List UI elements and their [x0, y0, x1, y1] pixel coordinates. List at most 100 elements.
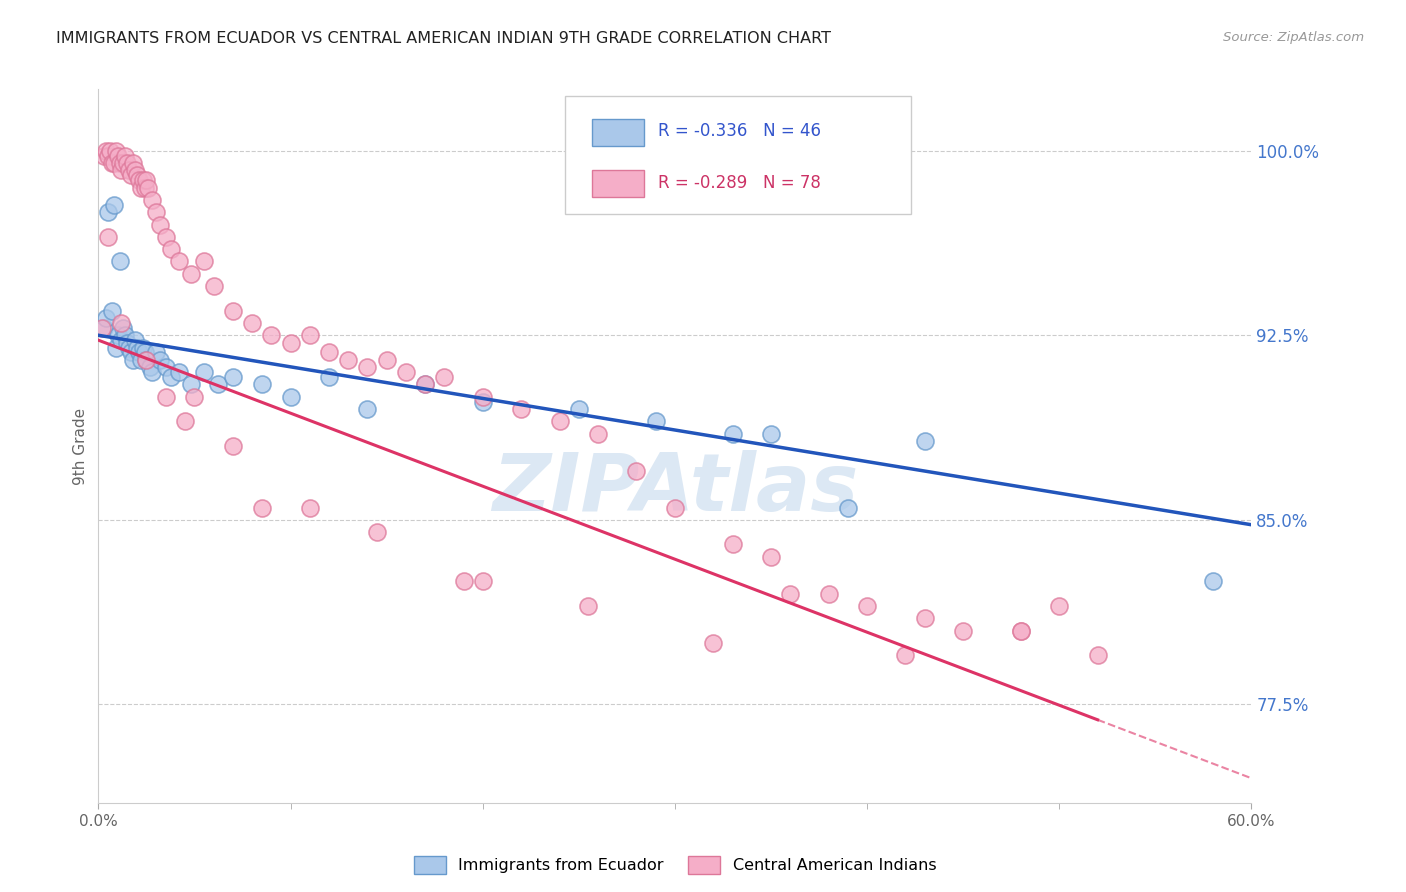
Point — [260, 328, 283, 343]
Point — [110, 316, 132, 330]
Point — [626, 464, 648, 478]
Point — [149, 352, 172, 367]
Point — [108, 254, 131, 268]
Point — [135, 352, 157, 367]
Point — [856, 599, 879, 613]
Point — [125, 169, 148, 183]
Point — [138, 180, 160, 194]
Point — [93, 321, 115, 335]
Point — [952, 624, 974, 638]
Point — [141, 193, 163, 207]
Point — [337, 352, 360, 367]
Point — [129, 180, 152, 194]
Point — [124, 333, 146, 347]
Point — [167, 365, 190, 379]
Point — [817, 587, 839, 601]
Point — [366, 525, 388, 540]
Point — [759, 426, 782, 441]
Point — [318, 345, 340, 359]
Point — [207, 377, 229, 392]
Point — [1202, 574, 1225, 589]
FancyBboxPatch shape — [565, 96, 911, 214]
Point — [914, 434, 936, 448]
Point — [114, 148, 136, 162]
Point — [145, 205, 167, 219]
Point — [117, 335, 139, 350]
Point — [395, 365, 418, 379]
Point — [93, 148, 115, 162]
Point — [94, 144, 117, 158]
Point — [914, 611, 936, 625]
Point — [298, 328, 321, 343]
Point — [433, 370, 456, 384]
Point — [128, 345, 150, 359]
Text: R = -0.336   N = 46: R = -0.336 N = 46 — [658, 122, 821, 140]
Point — [222, 370, 245, 384]
Point — [180, 267, 202, 281]
Point — [356, 402, 378, 417]
Point — [280, 390, 302, 404]
Point — [174, 414, 197, 428]
Point — [104, 144, 127, 158]
Point — [894, 648, 917, 662]
Bar — [592, 120, 644, 146]
Point — [112, 321, 135, 335]
Point — [183, 390, 205, 404]
Point — [97, 148, 120, 162]
Text: Source: ZipAtlas.com: Source: ZipAtlas.com — [1223, 31, 1364, 45]
Point — [298, 500, 321, 515]
Point — [145, 345, 167, 359]
Point — [779, 587, 801, 601]
Point — [250, 377, 273, 392]
Point — [375, 352, 398, 367]
Point — [576, 599, 599, 613]
Point — [568, 402, 591, 417]
Point — [103, 156, 125, 170]
Point — [1087, 648, 1109, 662]
Point — [118, 163, 141, 178]
Point — [240, 316, 263, 330]
Point — [110, 163, 132, 178]
Point — [702, 636, 724, 650]
Point — [548, 414, 571, 428]
Point — [586, 426, 609, 441]
Point — [124, 163, 146, 178]
Point — [122, 156, 145, 170]
Point — [112, 156, 135, 170]
Point — [318, 370, 340, 384]
Point — [413, 377, 436, 392]
Point — [135, 173, 157, 187]
Point — [160, 370, 183, 384]
Text: ZIPAtlas: ZIPAtlas — [492, 450, 858, 528]
Point — [1010, 624, 1032, 638]
Point — [104, 341, 127, 355]
Point — [149, 218, 172, 232]
Point — [91, 321, 114, 335]
Point — [721, 537, 744, 551]
Point — [135, 352, 157, 367]
Point — [356, 360, 378, 375]
Text: R = -0.289   N = 78: R = -0.289 N = 78 — [658, 174, 821, 192]
Point — [141, 365, 163, 379]
Point — [193, 254, 215, 268]
Point — [510, 402, 533, 417]
Point — [97, 230, 120, 244]
Point — [94, 311, 117, 326]
Point — [97, 205, 120, 219]
Point — [413, 377, 436, 392]
Point — [110, 333, 132, 347]
Point — [250, 500, 273, 515]
Point — [155, 390, 177, 404]
Point — [125, 341, 148, 355]
Point — [222, 303, 245, 318]
Point — [131, 341, 153, 355]
Point — [120, 169, 142, 183]
Legend: Immigrants from Ecuador, Central American Indians: Immigrants from Ecuador, Central America… — [408, 849, 942, 880]
Point — [155, 360, 177, 375]
Point — [471, 390, 494, 404]
Y-axis label: 9th Grade: 9th Grade — [73, 408, 89, 484]
Point — [471, 574, 494, 589]
Point — [1047, 599, 1070, 613]
Point — [103, 198, 125, 212]
Point — [453, 574, 475, 589]
